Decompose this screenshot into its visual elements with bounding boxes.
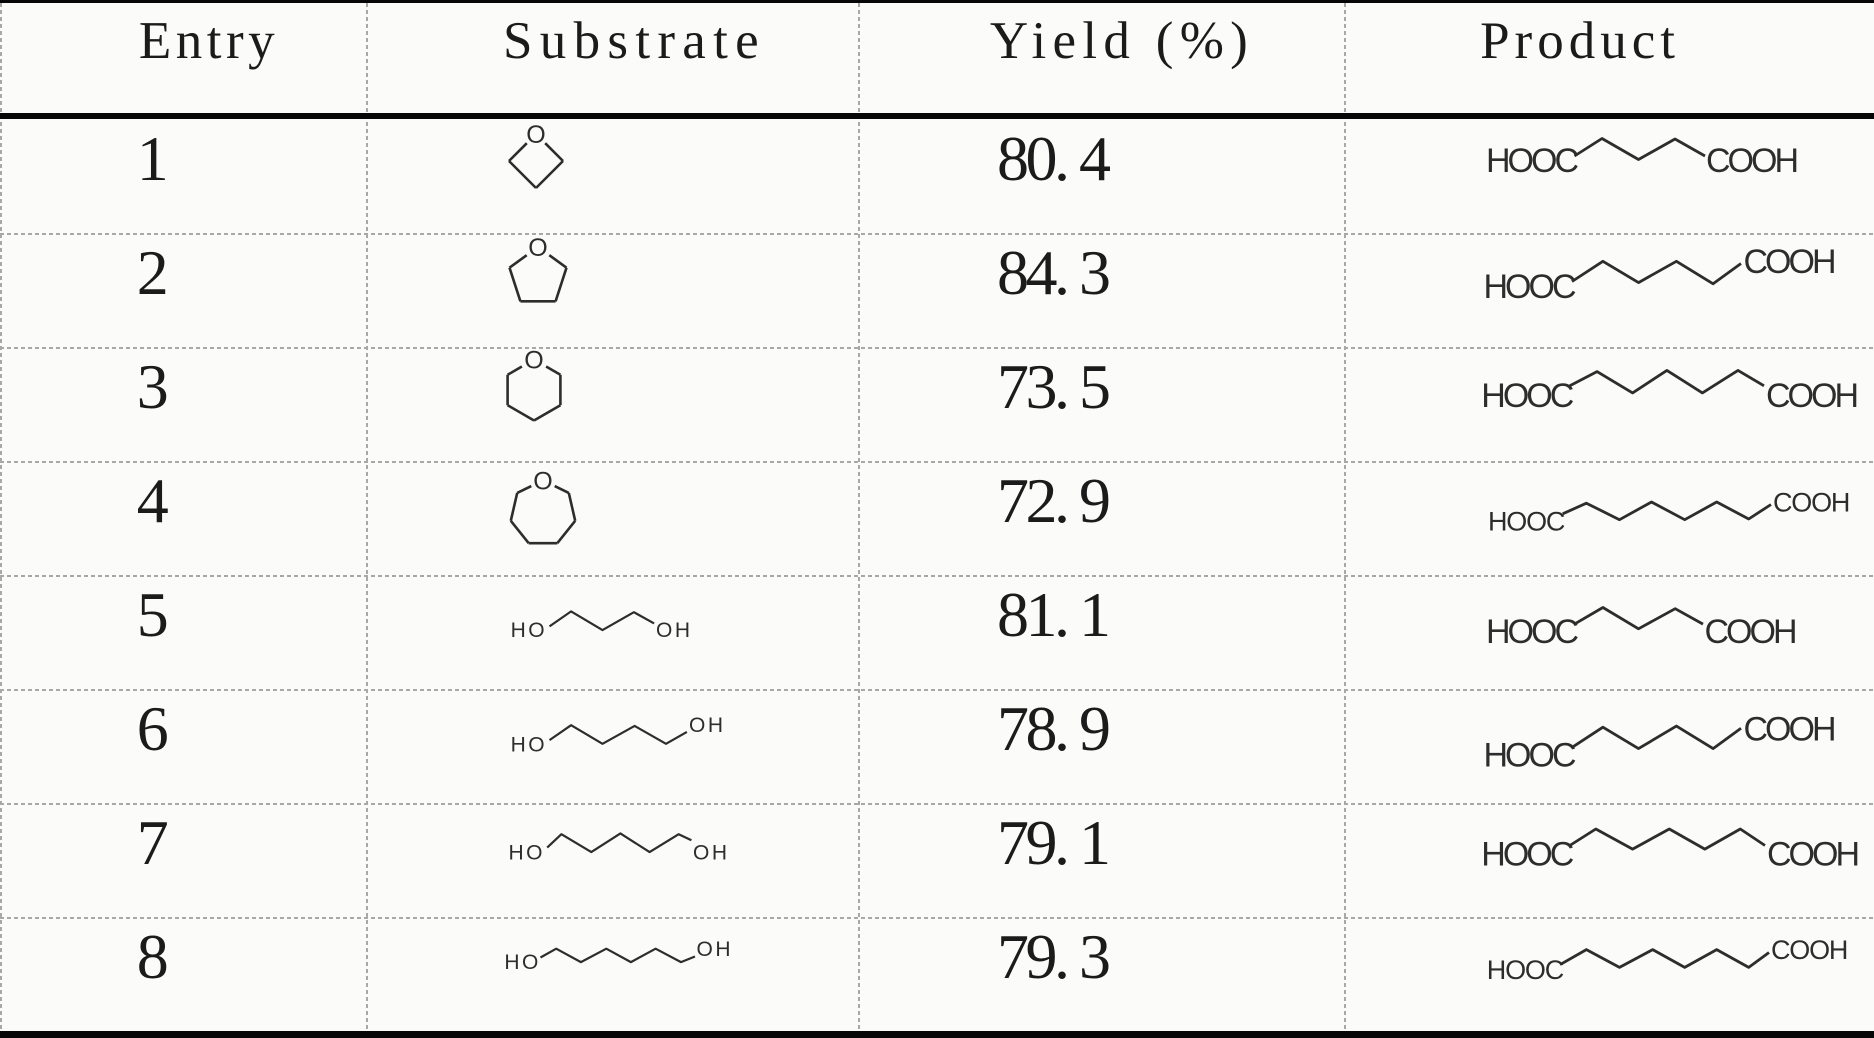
svg-text:COOH: COOH [1706, 142, 1796, 180]
svg-text:O: O [528, 234, 547, 262]
svg-text:O: O [526, 121, 545, 149]
svg-text:O: O [533, 468, 552, 496]
svg-text:COOH: COOH [1773, 487, 1849, 517]
svg-text:COOH: COOH [1705, 613, 1795, 651]
svg-text:HOOC: HOOC [1487, 955, 1564, 985]
svg-text:OH: OH [693, 842, 730, 865]
svg-text:HO: HO [508, 842, 545, 865]
svg-text:HO: HO [504, 951, 541, 974]
svg-text:HOOC: HOOC [1481, 836, 1573, 874]
svg-text:HO: HO [511, 733, 548, 756]
svg-text:COOH: COOH [1744, 243, 1834, 281]
svg-text:OH: OH [656, 619, 693, 642]
svg-text:HOOC: HOOC [1481, 377, 1573, 415]
svg-text:HOOC: HOOC [1486, 142, 1578, 180]
svg-text:OH: OH [689, 714, 726, 737]
svg-text:HO: HO [511, 619, 548, 642]
svg-text:COOH: COOH [1767, 836, 1857, 874]
svg-text:OH: OH [697, 938, 734, 961]
svg-text:COOH: COOH [1771, 935, 1847, 965]
svg-text:HOOC: HOOC [1488, 506, 1565, 536]
svg-text:O: O [524, 347, 543, 375]
svg-text:COOH: COOH [1766, 377, 1856, 415]
svg-text:HOOC: HOOC [1484, 736, 1576, 774]
svg-text:HOOC: HOOC [1486, 613, 1578, 651]
svg-text:HOOC: HOOC [1484, 268, 1576, 306]
svg-text:COOH: COOH [1744, 710, 1834, 748]
